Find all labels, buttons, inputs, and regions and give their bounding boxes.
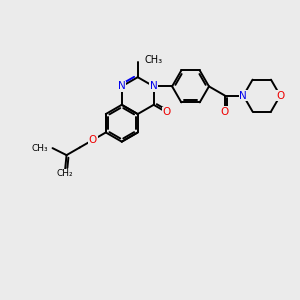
Text: CH₃: CH₃: [32, 144, 48, 153]
Text: CH₃: CH₃: [144, 55, 162, 65]
Text: CH₂: CH₂: [57, 169, 74, 178]
Text: N: N: [150, 81, 158, 92]
Text: N: N: [118, 81, 126, 92]
Text: N: N: [239, 91, 247, 100]
Text: O: O: [163, 107, 171, 117]
Text: O: O: [88, 135, 97, 145]
Text: O: O: [221, 107, 229, 117]
Text: O: O: [276, 91, 284, 100]
